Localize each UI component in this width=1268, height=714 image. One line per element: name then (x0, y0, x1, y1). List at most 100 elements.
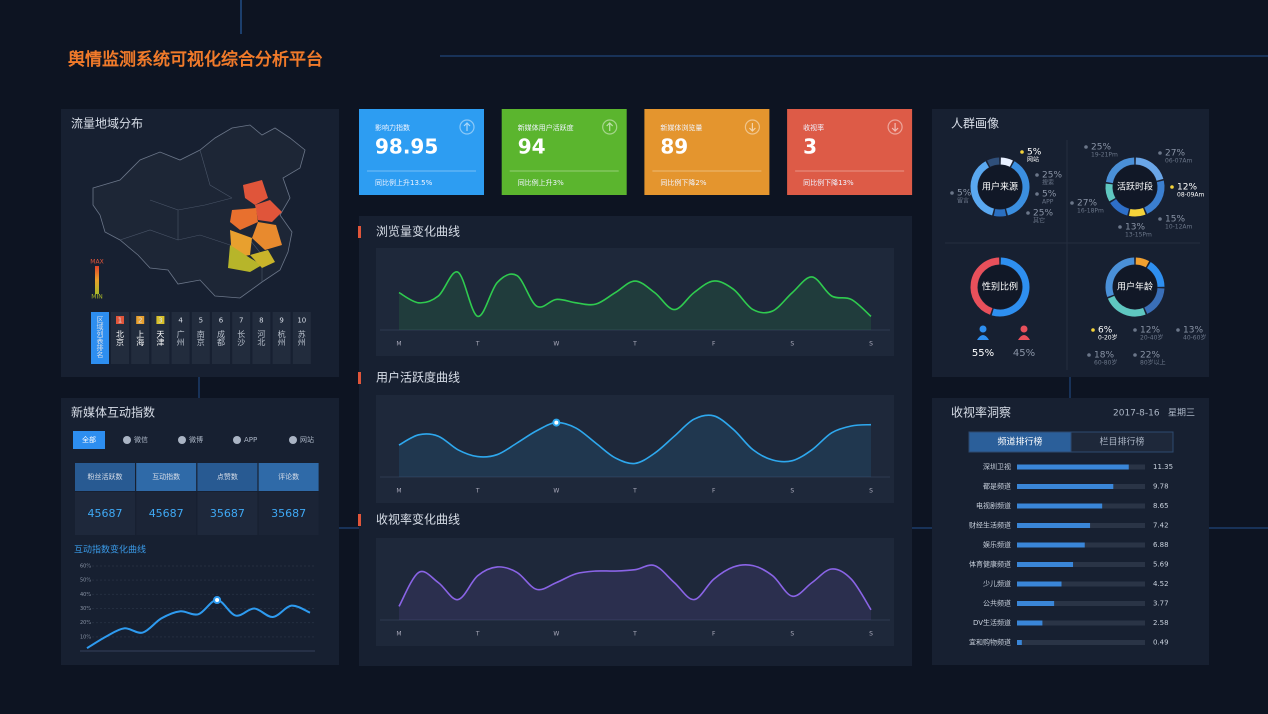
tab[interactable]: 频道排行榜 (997, 436, 1042, 448)
bar-value: 11.35 (1153, 463, 1173, 471)
tab-icon[interactable] (289, 436, 297, 444)
x-tick-label: T (475, 631, 480, 638)
x-tick-label: M (396, 631, 401, 638)
map-borders (119, 149, 263, 282)
bar (1017, 523, 1091, 528)
chart-title: 互动指数变化曲线 (74, 544, 146, 556)
legend-dot (1087, 353, 1091, 357)
kpi-value: 94 (518, 135, 546, 159)
table-header-cell (197, 463, 258, 491)
y-tick-label: 20% (80, 620, 91, 626)
item-name: 06-07Am (1165, 158, 1193, 165)
kpi-card (644, 109, 770, 195)
donut-segment (1105, 157, 1135, 184)
weekday: 星期三 (1168, 408, 1195, 419)
table-header: 粉丝活跃数 (88, 472, 123, 481)
bar (1017, 484, 1114, 489)
x-tick-label: F (712, 488, 716, 495)
x-tick-label: T (632, 341, 637, 348)
tab[interactable]: 微信 (134, 435, 148, 444)
legend-dot (1091, 328, 1095, 332)
donut-label: 用户年龄 (1117, 281, 1153, 293)
bar-value: 2.58 (1153, 619, 1169, 627)
rank-badge (116, 316, 124, 324)
bar-value: 3.77 (1153, 600, 1169, 608)
legend-dot (1158, 151, 1162, 155)
gender-icon-body (1018, 335, 1030, 340)
channel-name: 财经生活频道 (969, 521, 1011, 530)
item-value: 18% (1094, 351, 1114, 361)
item-value: 25% (1033, 209, 1053, 219)
item-value: 13% (1183, 326, 1203, 336)
donut-label: 活跃时段 (1117, 181, 1153, 193)
item-name: 19-21Pm (1091, 152, 1118, 159)
item-value: 12% (1177, 183, 1197, 193)
table-cell (258, 492, 319, 535)
kpi-note: 同比例上升3% (518, 178, 564, 187)
ranking-cell (171, 312, 190, 364)
table-cell (136, 492, 197, 535)
kpi-trend-arrow (606, 122, 614, 131)
item-value: 22% (1140, 351, 1160, 361)
x-tick-label: S (790, 488, 794, 495)
tab-icon[interactable] (233, 436, 241, 444)
tab[interactable]: 网站 (300, 435, 314, 444)
panel-title: 收视率洞察 (951, 405, 1011, 420)
item-name: 08-09Am (1177, 192, 1205, 199)
tab[interactable]: 栏目排行榜 (1099, 436, 1144, 448)
chart-title: 浏览量变化曲线 (376, 224, 460, 239)
legend-dot (1133, 353, 1137, 357)
x-tick-label: S (869, 341, 873, 348)
tab-icon[interactable] (178, 436, 186, 444)
donut-segment (1146, 262, 1165, 288)
item-value: 5% (1042, 190, 1057, 200)
bar-value: 4.52 (1153, 580, 1169, 588)
highlight-point (213, 596, 222, 604)
rank-badge (156, 316, 165, 324)
rank-number: 4 (178, 317, 183, 325)
chart-title: 收视率变化曲线 (376, 512, 460, 527)
table-value: 45687 (149, 507, 184, 520)
tab-icon[interactable] (123, 436, 131, 444)
legend-dot (950, 191, 954, 195)
chart-box (376, 248, 894, 356)
legend-dot (1035, 173, 1039, 177)
donut-label: 用户来源 (982, 181, 1018, 193)
kpi-note: 同比例下降13% (803, 178, 854, 187)
kpi-trend-arrow (748, 123, 756, 132)
channel-name: 深圳卫视 (983, 462, 1011, 471)
map-region (250, 250, 275, 268)
line (86, 598, 311, 650)
tab-bg[interactable] (73, 431, 105, 449)
legend-max: MAX (90, 259, 103, 266)
donut-segment (987, 157, 1000, 167)
item-value: 27% (1165, 149, 1185, 159)
tab[interactable]: 微博 (189, 435, 203, 444)
item-name: 0-20岁 (1098, 334, 1118, 342)
table-header: 互动指数 (152, 472, 180, 481)
rank-number: 2 (138, 317, 142, 325)
x-tick-label: T (632, 488, 637, 495)
panel-title: 新媒体互动指数 (71, 405, 155, 420)
ranking-city: 成都 (217, 329, 226, 347)
tab-bg[interactable] (1070, 431, 1174, 453)
rank-number: 7 (239, 317, 243, 325)
chart-box (376, 395, 894, 503)
bar (1017, 464, 1129, 470)
chart-title: 用户活跃度曲线 (376, 370, 460, 385)
y-tick-label: 40% (80, 592, 91, 598)
donut-segment (1105, 257, 1135, 298)
map-region (252, 222, 282, 250)
x-tick-label: W (553, 631, 559, 638)
kpi-label: 新媒体浏览量 (660, 123, 702, 132)
kpi-note: 同比例上升13.5% (375, 178, 433, 187)
tab[interactable]: 全部 (82, 435, 96, 444)
legend-min: MIN (91, 294, 102, 301)
ranking-city: 天津 (156, 330, 165, 347)
legend-dot (1035, 192, 1039, 196)
item-value: 6% (1098, 326, 1113, 336)
tab[interactable]: APP (244, 436, 257, 444)
bar-value: 8.65 (1153, 502, 1169, 510)
x-tick-label: S (869, 488, 873, 495)
y-tick-label: 60% (80, 564, 91, 570)
